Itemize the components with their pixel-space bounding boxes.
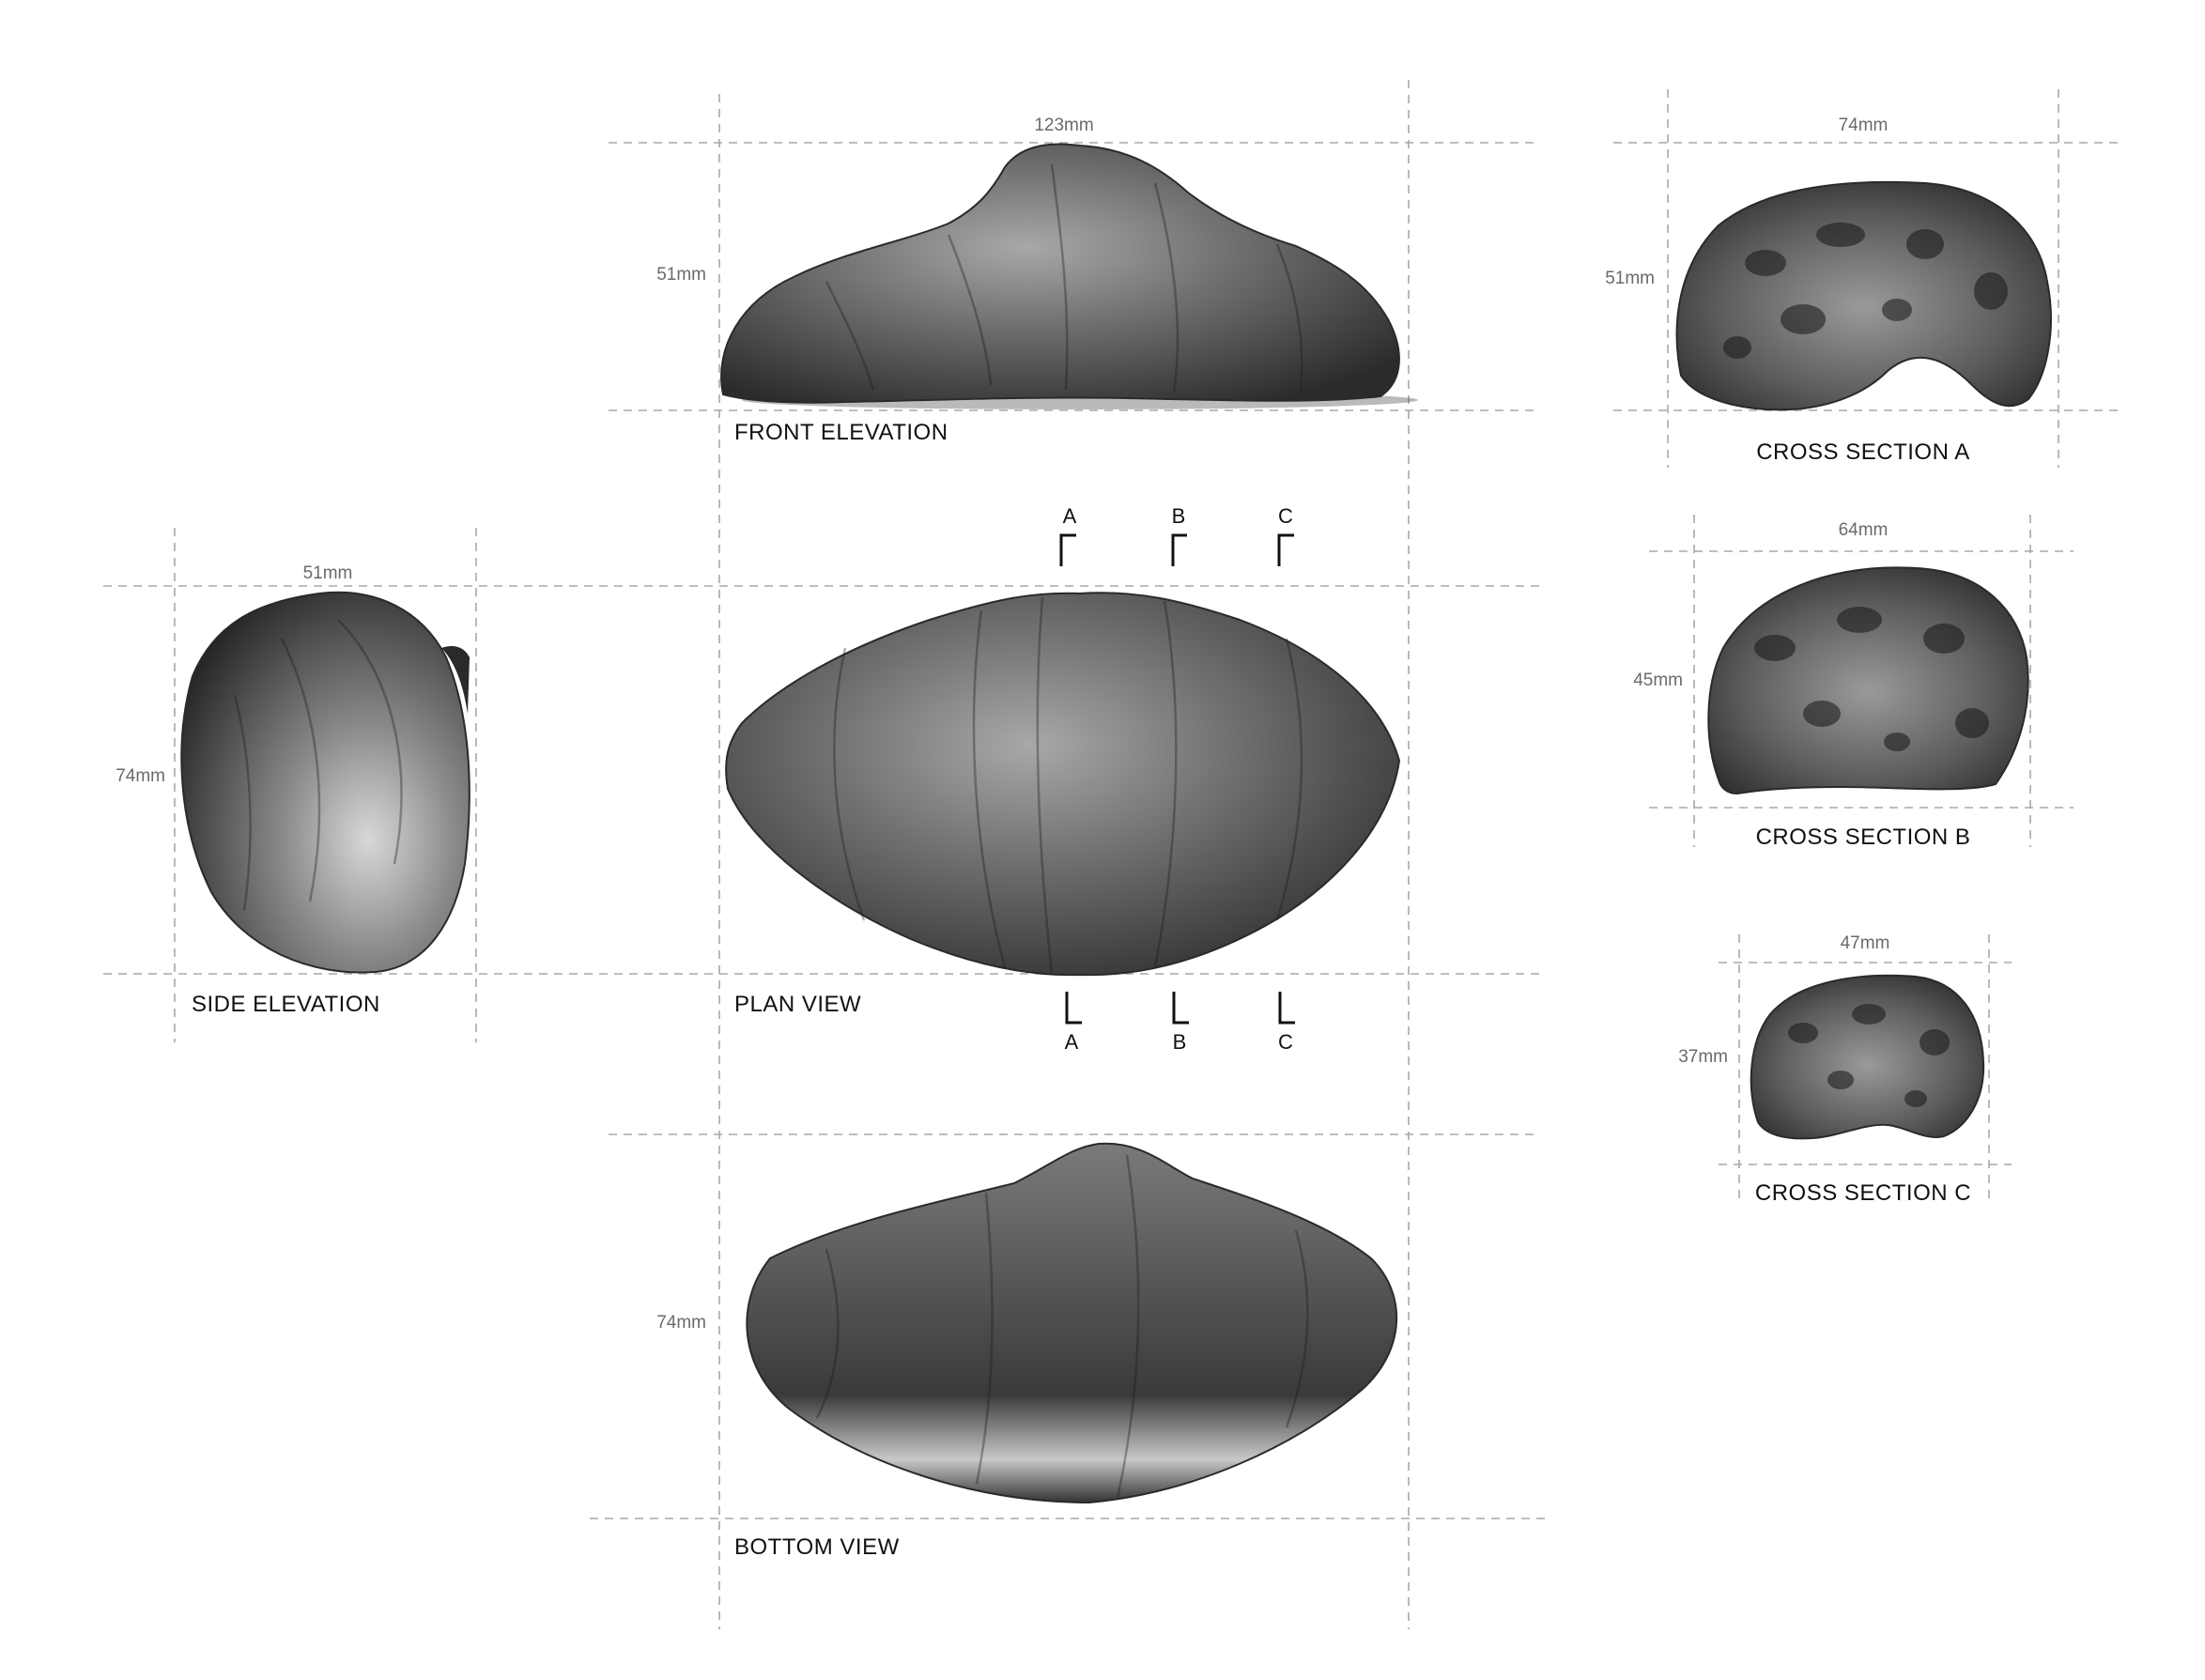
section-markers-top: A B C [1059, 504, 1294, 566]
cross-section-a-pore-1 [1745, 250, 1786, 276]
section-marker-bottom-c: C [1278, 1030, 1293, 1054]
section-marker-top-a: A [1063, 504, 1077, 528]
section-cut-bottom-b-symbol [1172, 992, 1189, 1025]
bottom-view-texture-4 [1285, 1229, 1309, 1428]
side-elevation-width-dimension: 51mm [303, 563, 353, 583]
section-cut-bottom-a-symbol [1065, 992, 1082, 1025]
front-elevation-label: FRONT ELEVATION [734, 420, 948, 445]
bottom-view-croissant [746, 1142, 1398, 1504]
plan-view-ridge-3 [1036, 596, 1054, 974]
section-cut-top-b-symbol [1171, 533, 1187, 566]
cross-section-a-pore-5 [1781, 304, 1826, 334]
cross-section-b-pore-2 [1837, 607, 1882, 633]
cross-section-a-pore-7 [1723, 336, 1751, 359]
section-marker-bottom-b: B [1173, 1030, 1187, 1054]
front-elevation-texture-2 [947, 234, 993, 386]
section-marker-top-b: B [1172, 504, 1186, 528]
front-elevation-texture-1 [825, 281, 875, 391]
section-cut-top-c-symbol [1277, 533, 1294, 566]
side-elevation-view: 51mm 74mm SIDE ELEVATION [116, 563, 470, 1017]
cross-section-b-width-dimension: 64mm [1839, 520, 1889, 540]
bottom-view-texture-2 [975, 1192, 994, 1485]
section-markers-bottom: A B C [1065, 992, 1295, 1054]
cross-section-b-pore-6 [1884, 732, 1910, 751]
cross-section-b-pore-5 [1955, 708, 1989, 738]
side-elevation-texture-2 [280, 638, 321, 902]
section-marker-top-c: C [1278, 504, 1293, 528]
cross-section-a-pore-4 [1974, 272, 2008, 310]
cross-section-b-pore-4 [1803, 701, 1841, 727]
front-elevation-height-dimension: 51mm [656, 265, 706, 285]
cross-section-c-view: 47mm 37mm CROSS SECTION C [1678, 933, 1985, 1206]
cross-section-b-pore-3 [1923, 624, 1965, 654]
guide-lines [103, 80, 2124, 1629]
cross-section-b-label: CROSS SECTION B [1756, 825, 1971, 850]
cross-section-c-pore-4 [1827, 1071, 1854, 1089]
bottom-view: 74mm BOTTOM VIEW [656, 1142, 1398, 1560]
cross-section-c-pore-3 [1920, 1029, 1950, 1056]
cross-section-a-label: CROSS SECTION A [1756, 439, 1970, 465]
front-elevation-texture-5 [1275, 243, 1303, 393]
front-elevation-width-dimension: 123mm [1034, 116, 1093, 135]
cross-section-c-pore-2 [1852, 1004, 1886, 1025]
front-elevation-croissant [720, 143, 1400, 404]
side-elevation-texture-1 [337, 619, 403, 865]
bottom-view-texture-1 [815, 1248, 840, 1419]
plan-view-ridge-1 [833, 647, 866, 921]
cross-section-a-pore-2 [1816, 223, 1865, 247]
front-elevation-texture-3 [1050, 163, 1069, 391]
cross-section-a-height-dimension: 51mm [1605, 269, 1655, 288]
cross-section-a-pore-6 [1882, 299, 1912, 321]
plan-view-ridge-2 [972, 609, 1007, 968]
cross-section-b-pore-1 [1754, 635, 1796, 661]
cross-section-c-pore-5 [1904, 1090, 1927, 1107]
plan-view-croissant [725, 592, 1401, 977]
cross-section-a-pore-3 [1906, 229, 1944, 259]
bottom-view-height-dimension: 74mm [656, 1313, 706, 1333]
cross-section-c-label: CROSS SECTION C [1755, 1180, 1971, 1206]
bottom-view-texture-3 [1116, 1154, 1140, 1499]
section-marker-bottom-a: A [1065, 1030, 1079, 1054]
plan-view-label: PLAN VIEW [734, 992, 861, 1017]
front-elevation-view: 123mm 51mm FRONT ELEVATION [656, 116, 1418, 445]
plan-view-ridge-4 [1153, 600, 1178, 968]
cross-section-c-width-dimension: 47mm [1841, 933, 1890, 953]
cross-section-a-width-dimension: 74mm [1839, 116, 1889, 135]
side-elevation-croissant [180, 591, 470, 974]
cross-section-b-view: 64mm 45mm CROSS SECTION B [1633, 520, 2029, 850]
bottom-view-label: BOTTOM VIEW [734, 1534, 900, 1560]
side-elevation-texture-3 [233, 694, 252, 912]
cross-section-b-crumb [1707, 566, 2029, 795]
front-elevation-texture-4 [1153, 182, 1180, 393]
side-elevation-tail [441, 646, 470, 714]
cross-section-c-crumb [1750, 974, 1985, 1140]
plan-view: PLAN VIEW [725, 592, 1401, 1017]
section-cut-top-a-symbol [1059, 533, 1076, 566]
cross-section-b-height-dimension: 45mm [1633, 670, 1683, 690]
side-elevation-height-dimension: 74mm [116, 766, 165, 786]
cross-section-a-view: 74mm 51mm CROSS SECTION A [1605, 116, 2052, 465]
plan-view-ridge-5 [1275, 638, 1303, 921]
cross-section-c-pore-1 [1788, 1023, 1818, 1043]
section-cut-bottom-c-symbol [1278, 992, 1295, 1025]
side-elevation-label: SIDE ELEVATION [192, 992, 380, 1017]
cross-section-c-height-dimension: 37mm [1678, 1047, 1728, 1067]
cross-section-a-crumb [1675, 180, 2052, 411]
